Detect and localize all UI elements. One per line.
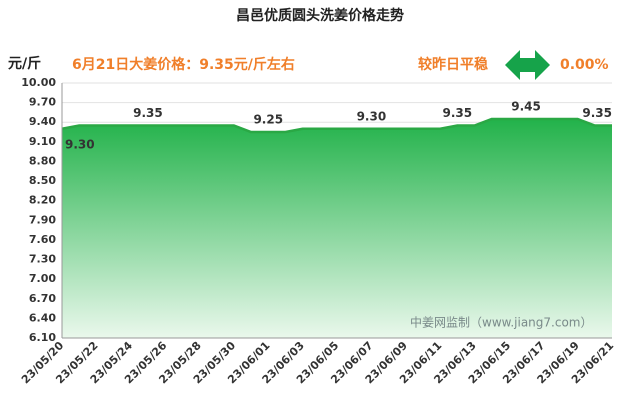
- flat-arrow-icon: [505, 50, 550, 80]
- y-tick-label: 6.40: [29, 311, 56, 324]
- y-tick-label: 7.00: [29, 272, 56, 285]
- y-tick-label: 9.70: [29, 96, 56, 109]
- data-label: 9.30: [65, 137, 95, 151]
- data-label: 9.35: [443, 106, 473, 120]
- y-axis-label: 元/斤: [8, 55, 41, 72]
- chart-title: 昌邑优质圆头洗姜价格走势: [236, 7, 404, 24]
- trend-text: 较昨日平稳: [418, 56, 488, 73]
- y-tick-label: 7.90: [29, 213, 56, 226]
- data-label: 9.35: [133, 106, 163, 120]
- area: [62, 118, 612, 338]
- y-tick-label: 8.20: [29, 194, 56, 207]
- data-label: 9.35: [582, 106, 612, 120]
- y-tick-label: 9.10: [29, 135, 56, 148]
- y-tick-label: 7.60: [29, 233, 56, 246]
- y-tick-label: 8.50: [29, 174, 56, 187]
- y-tick-label: 10.00: [21, 76, 56, 89]
- y-tick-label: 6.10: [29, 331, 56, 344]
- data-label: 9.45: [511, 99, 541, 113]
- y-tick-label: 6.70: [29, 292, 56, 305]
- change-value: 0.00%: [560, 57, 609, 73]
- y-tick-label: 8.80: [29, 154, 56, 167]
- data-label: 9.30: [357, 109, 387, 123]
- y-tick-label: 7.30: [29, 253, 56, 266]
- watermark: 中姜网监制（www.jiang7.com）: [410, 315, 592, 330]
- data-label: 9.25: [253, 113, 283, 127]
- headline: 6月21日大姜价格：9.35元/斤左右: [72, 56, 295, 73]
- y-tick-label: 9.40: [29, 115, 56, 128]
- line: [61, 117, 612, 134]
